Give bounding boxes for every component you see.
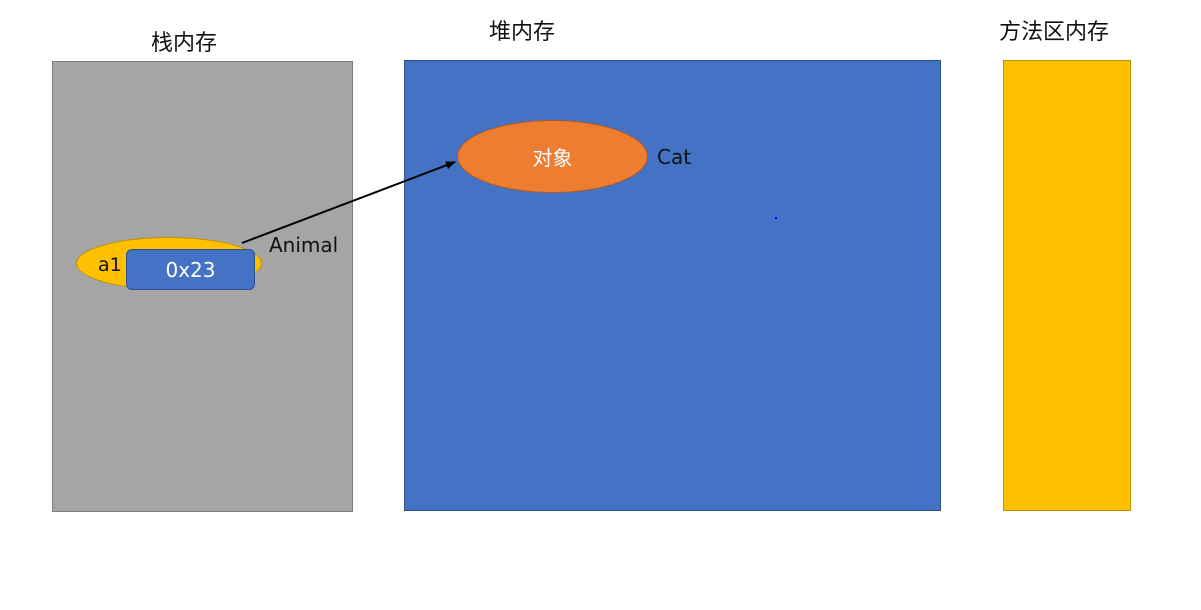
heap-object-ellipse: 对象 bbox=[457, 120, 648, 193]
reference-arrow bbox=[241, 161, 456, 244]
declared-type-label: Animal bbox=[269, 233, 339, 257]
stray-dot bbox=[775, 217, 777, 219]
runtime-class-label: Cat bbox=[657, 145, 692, 169]
reference-address-box: 0x23 bbox=[126, 249, 255, 290]
heap-memory-title: 堆内存 bbox=[489, 20, 556, 45]
method-area-region bbox=[1003, 60, 1131, 511]
stack-memory-title: 栈内存 bbox=[151, 31, 218, 56]
method-area-title: 方法区内存 bbox=[999, 20, 1110, 45]
variable-name: a1 bbox=[98, 254, 122, 276]
